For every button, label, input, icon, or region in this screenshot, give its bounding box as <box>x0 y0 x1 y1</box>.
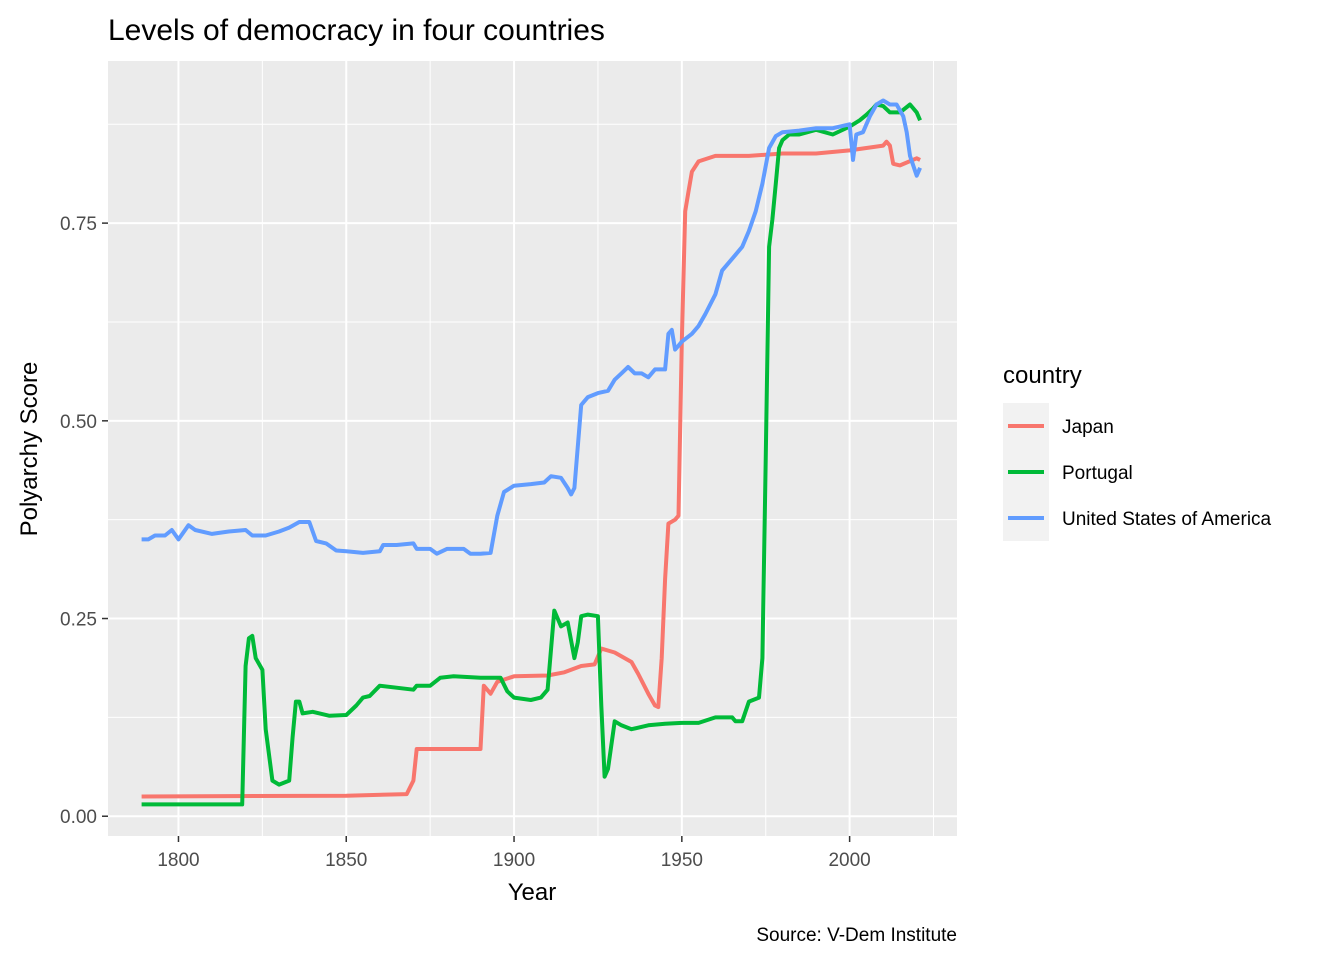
legend-label: Japan <box>1062 417 1114 438</box>
y-tick-label: 0.25 <box>60 610 97 631</box>
x-axis-title: Year <box>508 879 557 906</box>
series-line-united-states-of-america <box>141 98 922 556</box>
y-tick-label: 0.00 <box>60 807 97 828</box>
x-tick-label: 1950 <box>661 850 703 871</box>
y-axis-title: Polyarchy Score <box>16 362 43 537</box>
series-line-portugal <box>141 102 922 807</box>
x-tick-label: 1800 <box>157 850 199 871</box>
legend-label: United States of America <box>1062 509 1272 530</box>
series-line-japan <box>141 139 921 799</box>
legend: country Japan Portugal United States of Am… <box>1003 362 1272 541</box>
x-tick-label: 1850 <box>325 850 367 871</box>
plot-panel <box>108 61 957 836</box>
chart-title: Levels of democracy in four countries <box>108 14 605 47</box>
minor-gridlines <box>108 61 957 836</box>
series-lines <box>141 98 922 807</box>
legend-title: country <box>1003 362 1082 389</box>
legend-item-japan: Japan <box>1003 403 1114 449</box>
legend-item-portugal: Portugal <box>1003 449 1133 495</box>
y-tick-label: 0.75 <box>60 214 97 235</box>
legend-item-united-states-of-america: United States of America <box>1003 495 1272 541</box>
major-gridlines <box>108 61 957 836</box>
x-tick-label: 2000 <box>828 850 870 871</box>
legend-label: Portugal <box>1062 463 1133 484</box>
y-axis: 0.00 0.25 0.50 0.75 <box>60 214 108 828</box>
x-tick-label: 1900 <box>493 850 535 871</box>
x-axis: 1800 1850 1900 1950 2000 <box>157 836 871 871</box>
chart-caption: Source: V-Dem Institute <box>756 925 957 946</box>
y-tick-label: 0.50 <box>60 412 97 433</box>
